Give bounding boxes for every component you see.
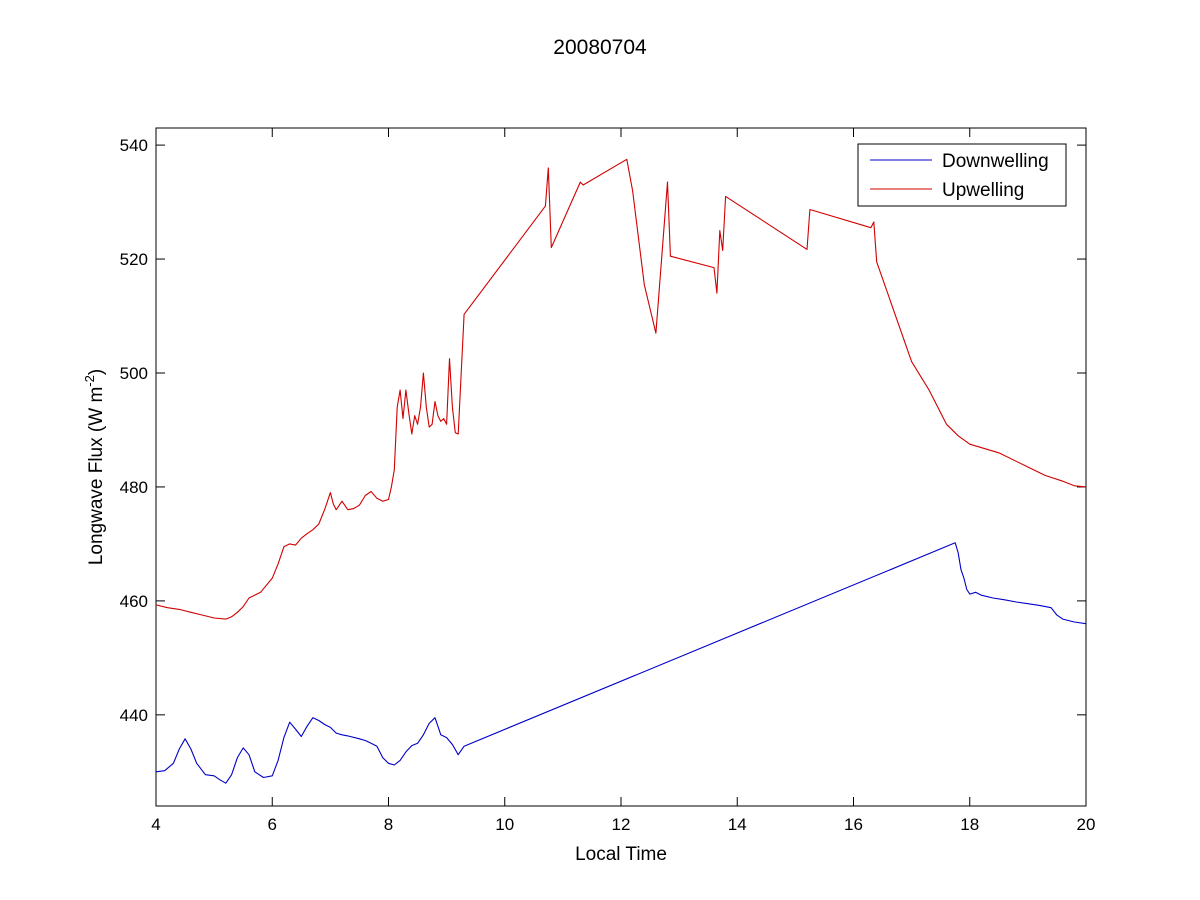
x-tick-label: 8 (384, 815, 393, 834)
x-tick-label: 10 (495, 815, 514, 834)
y-tick-label: 480 (120, 478, 148, 497)
x-tick-label: 4 (151, 815, 160, 834)
series-line-upwelling (155, 158, 1087, 620)
chart-title: 20080704 (553, 36, 647, 59)
series-group (155, 158, 1087, 784)
x-tick-label: 6 (268, 815, 277, 834)
series-line-downwelling (155, 542, 1087, 784)
y-axis-label: Longwave Flux (W m-2) (82, 369, 107, 565)
y-axis-label-close: ) (86, 369, 107, 375)
y-tick-label: 540 (120, 136, 148, 155)
x-tick-label: 12 (612, 815, 631, 834)
y-axis-label-superscript: -2 (82, 375, 97, 387)
x-axis-label: Local Time (575, 844, 667, 865)
plot-area (155, 127, 1087, 807)
x-tick-label: 16 (844, 815, 863, 834)
y-axis-label-main: Longwave Flux (W m (86, 387, 107, 565)
x-tick-label: 20 (1077, 815, 1096, 834)
x-tick-label: 14 (728, 815, 747, 834)
legend: Downwelling Upwelling (857, 143, 1067, 207)
y-tick-label: 460 (120, 592, 148, 611)
y-tick-label: 500 (120, 364, 148, 383)
axis-ticks: 4 6 8 10 12 14 16 18 20 440 460 480 500 520 540 (120, 128, 1096, 834)
legend-label-downwelling: Downwelling (942, 151, 1049, 172)
legend-label-upwelling: Upwelling (942, 180, 1024, 201)
x-tick-label: 18 (960, 815, 979, 834)
y-tick-label: 440 (120, 706, 148, 725)
y-tick-label: 520 (120, 250, 148, 269)
legend-box (857, 143, 1067, 207)
